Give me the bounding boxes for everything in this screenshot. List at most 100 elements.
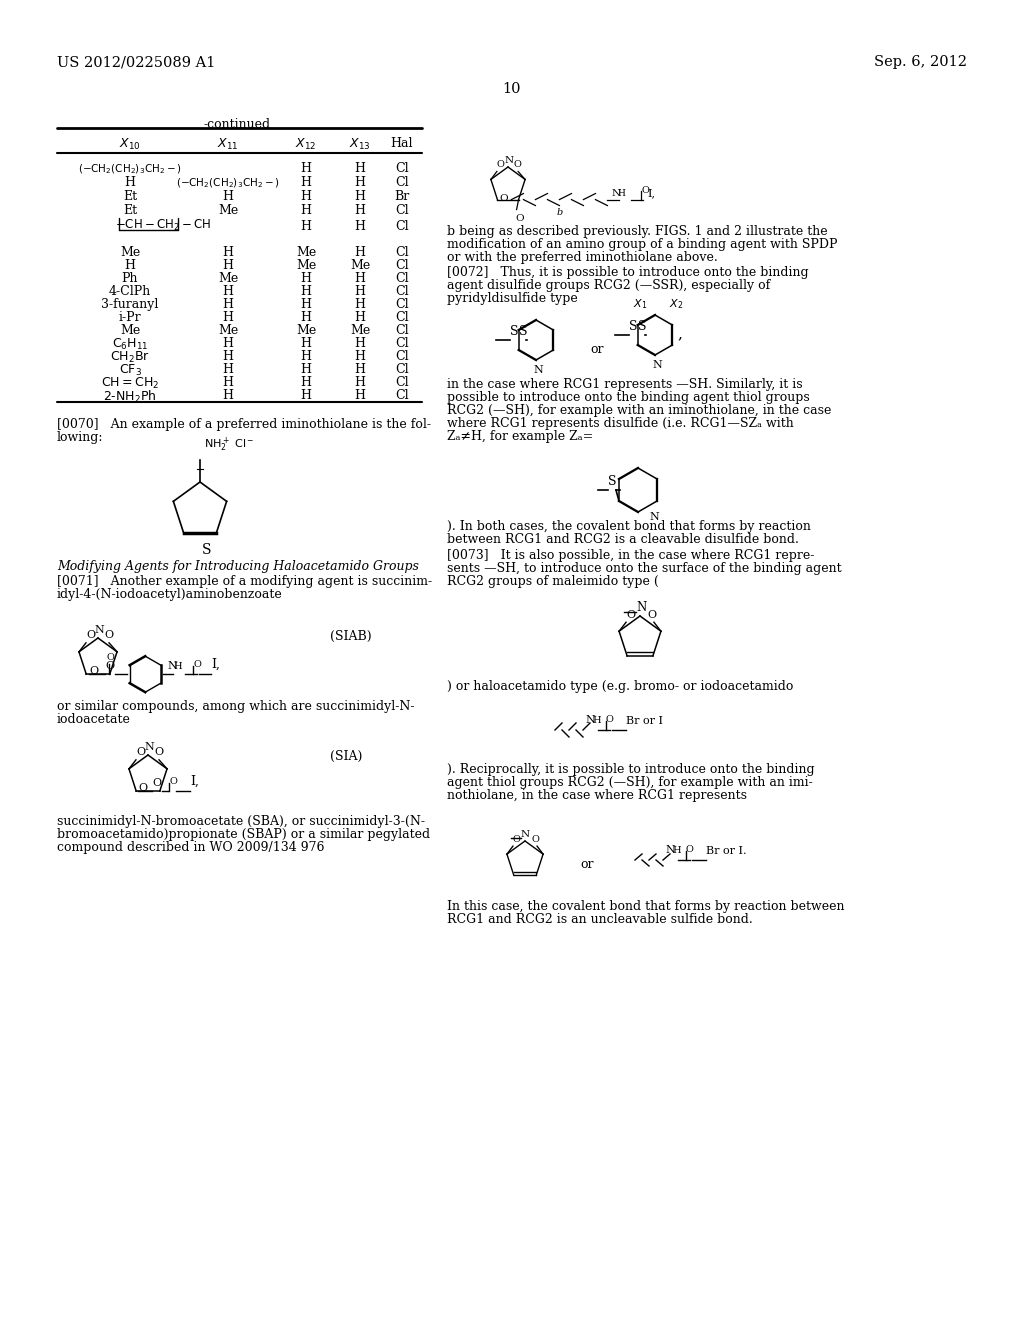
- Text: O: O: [136, 747, 145, 756]
- Text: H: H: [125, 176, 135, 189]
- Text: succinimidyl-N-bromoacetate (SBA), or succinimidyl-3-(N-: succinimidyl-N-bromoacetate (SBA), or su…: [57, 814, 425, 828]
- Text: N: N: [505, 156, 514, 165]
- Text: I,: I,: [211, 659, 220, 671]
- Text: Cl: Cl: [395, 272, 409, 285]
- Text: agent disulfide groups RCG2 (—SSR), especially of: agent disulfide groups RCG2 (—SSR), espe…: [447, 279, 770, 292]
- Text: $\mathrm{2\text{-}NH_2Ph}$: $\mathrm{2\text{-}NH_2Ph}$: [103, 389, 157, 405]
- Text: or similar compounds, among which are succinimidyl-N-: or similar compounds, among which are su…: [57, 700, 415, 713]
- Text: N: N: [665, 845, 675, 855]
- Text: H: H: [354, 376, 366, 389]
- Text: S: S: [629, 319, 638, 333]
- Text: H: H: [222, 246, 233, 259]
- Text: Et: Et: [123, 190, 137, 203]
- Text: 4-ClPh: 4-ClPh: [109, 285, 152, 298]
- Text: US 2012/0225089 A1: US 2012/0225089 A1: [57, 55, 215, 69]
- Text: O: O: [606, 715, 613, 723]
- Text: ,: ,: [677, 327, 682, 341]
- Text: H: H: [300, 363, 311, 376]
- Text: O: O: [513, 836, 521, 843]
- Text: Me: Me: [350, 259, 370, 272]
- Text: RCG2 (—SH), for example with an iminothiolane, in the case: RCG2 (—SH), for example with an iminothi…: [447, 404, 831, 417]
- Text: or: or: [580, 858, 594, 871]
- Text: H: H: [354, 389, 366, 403]
- Text: (SIA): (SIA): [330, 750, 362, 763]
- Text: H: H: [354, 337, 366, 350]
- Text: $\mathrm{CF_3}$: $\mathrm{CF_3}$: [119, 363, 141, 378]
- Text: Cl: Cl: [395, 205, 409, 216]
- Text: H: H: [173, 663, 182, 671]
- Text: H: H: [300, 205, 311, 216]
- Text: H: H: [222, 350, 233, 363]
- Text: compound described in WO 2009/134 976: compound described in WO 2009/134 976: [57, 841, 325, 854]
- Text: O: O: [194, 660, 201, 669]
- Text: $\mathrm{NH_2^+}\ \mathrm{Cl^-}$: $\mathrm{NH_2^+}\ \mathrm{Cl^-}$: [204, 436, 254, 454]
- Text: H: H: [354, 298, 366, 312]
- Text: between RCG1 and RCG2 is a cleavable disulfide bond.: between RCG1 and RCG2 is a cleavable dis…: [447, 533, 799, 546]
- Text: H: H: [300, 272, 311, 285]
- Text: N: N: [652, 360, 662, 370]
- Text: O: O: [106, 653, 114, 663]
- Text: I,: I,: [190, 775, 199, 788]
- Text: Br or I.: Br or I.: [706, 846, 746, 855]
- Text: Cl: Cl: [395, 246, 409, 259]
- Text: b: b: [556, 207, 562, 216]
- Text: 3-furanyl: 3-furanyl: [101, 298, 159, 312]
- Text: H: H: [300, 312, 311, 323]
- Text: Ph: Ph: [122, 272, 138, 285]
- Text: sents —SH, to introduce onto the surface of the binding agent: sents —SH, to introduce onto the surface…: [447, 562, 842, 576]
- Text: where RCG1 represents disulfide (i.e. RCG1—SZₐ with: where RCG1 represents disulfide (i.e. RC…: [447, 417, 794, 430]
- Text: pyridyldisulfide type: pyridyldisulfide type: [447, 292, 578, 305]
- Text: H: H: [354, 205, 366, 216]
- Text: H: H: [354, 162, 366, 176]
- Text: H: H: [300, 162, 311, 176]
- Text: Me: Me: [296, 246, 316, 259]
- Text: N: N: [94, 624, 103, 635]
- Text: idyl-4-(N-iodoacetyl)aminobenzoate: idyl-4-(N-iodoacetyl)aminobenzoate: [57, 587, 283, 601]
- Text: H: H: [354, 285, 366, 298]
- Text: H: H: [222, 285, 233, 298]
- Text: in the case where RCG1 represents —SH. Similarly, it is: in the case where RCG1 represents —SH. S…: [447, 378, 803, 391]
- Text: -continued: -continued: [204, 117, 270, 131]
- Text: S: S: [510, 325, 518, 338]
- Text: O: O: [86, 630, 95, 640]
- Text: Me: Me: [218, 205, 239, 216]
- Text: [0072]   Thus, it is possible to introduce onto the binding: [0072] Thus, it is possible to introduce…: [447, 267, 809, 279]
- Text: H: H: [354, 350, 366, 363]
- Text: $(-\mathrm{CH_2(CH_2)_3CH_2-})$: $(-\mathrm{CH_2(CH_2)_3CH_2-})$: [176, 176, 280, 190]
- Text: H: H: [300, 389, 311, 403]
- Text: Cl: Cl: [395, 337, 409, 350]
- Text: lowing:: lowing:: [57, 432, 103, 444]
- Text: Cl: Cl: [395, 389, 409, 403]
- Text: Cl: Cl: [395, 298, 409, 312]
- Text: H: H: [300, 337, 311, 350]
- Text: agent thiol groups RCG2 (—SH), for example with an imi-: agent thiol groups RCG2 (—SH), for examp…: [447, 776, 813, 789]
- Text: bromoacetamido)propionate (SBAP) or a similar pegylated: bromoacetamido)propionate (SBAP) or a si…: [57, 828, 430, 841]
- Text: N: N: [649, 512, 658, 521]
- Text: O: O: [154, 747, 163, 756]
- Text: H: H: [222, 298, 233, 312]
- Text: nothiolane, in the case where RCG1 represents: nothiolane, in the case where RCG1 repre…: [447, 789, 746, 803]
- Text: $(-\mathrm{CH_2(CH_2)_3CH_2-})$: $(-\mathrm{CH_2(CH_2)_3CH_2-})$: [78, 162, 182, 176]
- Text: $\mathrm{CH_2Br}$: $\mathrm{CH_2Br}$: [110, 350, 150, 366]
- Text: Cl: Cl: [395, 259, 409, 272]
- Text: Me: Me: [218, 272, 239, 285]
- Text: N: N: [585, 715, 595, 725]
- Text: O: O: [626, 610, 635, 620]
- Text: or: or: [590, 343, 603, 356]
- Text: i-Pr: i-Pr: [119, 312, 141, 323]
- Text: N: N: [636, 601, 646, 614]
- Text: Cl: Cl: [395, 220, 409, 234]
- Text: O: O: [500, 194, 508, 203]
- Text: H: H: [300, 190, 311, 203]
- Text: H: H: [617, 189, 626, 198]
- Text: H: H: [300, 376, 311, 389]
- Text: Cl: Cl: [395, 285, 409, 298]
- Text: H: H: [354, 220, 366, 234]
- Text: Hal: Hal: [391, 137, 414, 150]
- Text: H: H: [354, 190, 366, 203]
- Text: ). Reciprocally, it is possible to introduce onto the binding: ). Reciprocally, it is possible to intro…: [447, 763, 815, 776]
- Text: I,: I,: [647, 189, 655, 198]
- Text: [0073]   It is also possible, in the case where RCG1 repre-: [0073] It is also possible, in the case …: [447, 549, 814, 562]
- Text: In this case, the covalent bond that forms by reaction between: In this case, the covalent bond that for…: [447, 900, 845, 913]
- Text: Sep. 6, 2012: Sep. 6, 2012: [874, 55, 967, 69]
